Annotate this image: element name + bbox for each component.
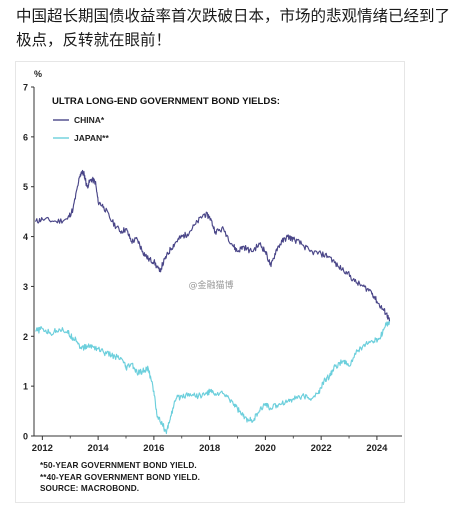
series-line-japan	[35, 321, 391, 435]
x-tick-label: 2018	[199, 443, 220, 454]
note-50-year: *50-YEAR GOVERNMENT BOND YIELD.	[40, 461, 197, 470]
note-40-year: **40-YEAR GOVERNMENT BOND YIELD.	[40, 472, 201, 482]
y-tick-label: 3	[23, 282, 28, 292]
y-tick-label: 5	[23, 182, 28, 192]
x-tick-label: 2016	[143, 443, 164, 454]
post-caption: 中国超长期国债收益率首次跌破日本，市场的悲观情绪已经到了极点，反转就在眼前！	[16, 7, 451, 49]
x-tick-label: 2022	[311, 443, 332, 454]
y-tick-label: 0	[23, 432, 28, 442]
y-tick-label: 6	[23, 132, 28, 142]
yield-chart: 0 1 2 3 4 5 6 7 2012 2014 2016 2018 2020 2022 2024 @金融…	[23, 69, 402, 454]
chart-title: ULTRA LONG-END GOVERNMENT BOND YIELDS:	[52, 96, 280, 107]
legend-label-china: CHINA*	[74, 115, 105, 125]
note-source: SOURCE: MACROBOND.	[40, 484, 140, 493]
y-tick-label: 7	[23, 83, 28, 93]
y-axis-unit: %	[34, 69, 42, 79]
x-tick-label: 2012	[32, 443, 53, 454]
y-tick-label: 4	[23, 232, 28, 242]
chart-notes: *50-YEAR GOVERNMENT BOND YIELD. **40-YEA…	[40, 460, 200, 495]
y-tick-label: 1	[23, 382, 28, 392]
chart-figure: 0 1 2 3 4 5 6 7 2012 2014 2016 2018 2020 2022 2024 @金融…	[15, 61, 405, 503]
legend-label-japan: JAPAN**	[74, 133, 109, 143]
x-tick-label: 2024	[366, 443, 388, 454]
legend: CHINA* JAPAN**	[53, 115, 109, 143]
chart-axes: 0 1 2 3 4 5 6 7 2012 2014 2016 2018 2020 2022 2024	[23, 83, 402, 454]
series-line-china	[34, 169, 391, 322]
x-tick-label: 2020	[255, 443, 276, 454]
watermark: @金融猫博	[188, 279, 233, 291]
y-tick-label: 2	[23, 332, 28, 342]
chart-series	[34, 169, 391, 435]
x-tick-label: 2014	[88, 443, 110, 454]
